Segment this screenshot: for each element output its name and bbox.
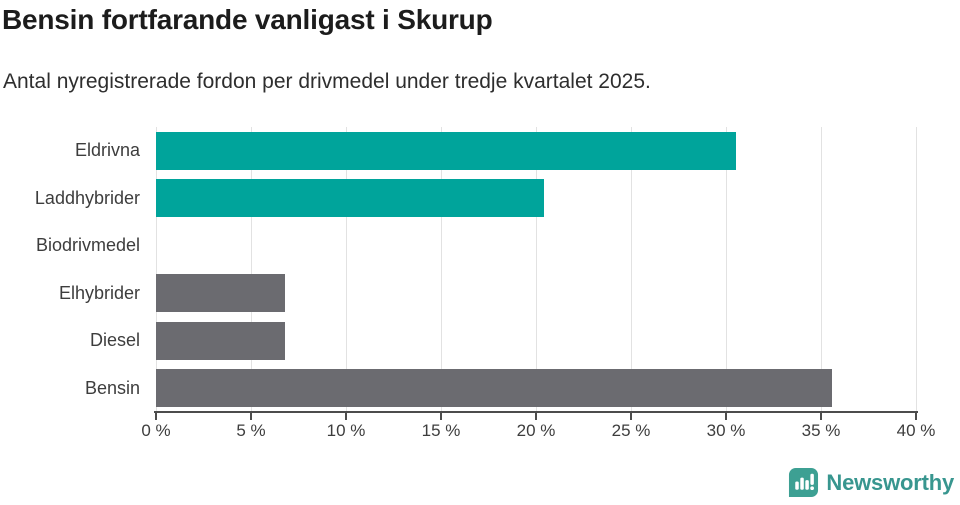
- category-label-biodrivmedel: Biodrivmedel: [35, 235, 140, 255]
- x-axis-tick-label: 40 %: [896, 421, 936, 440]
- x-axis-tick-mark: [630, 411, 632, 420]
- x-axis-tick-label: 35 %: [801, 421, 841, 440]
- chart-subtitle: Antal nyregistrerade fordon per drivmede…: [3, 70, 651, 93]
- bar-row: [156, 175, 916, 223]
- x-axis-tick-label: 0 %: [141, 421, 171, 440]
- x-axis-tick-label: 30 %: [706, 421, 746, 440]
- bar-eldrivna: [156, 131, 736, 170]
- category-label-laddhybrider: Laddhybrider: [34, 187, 140, 208]
- x-axis-tick-mark: [440, 411, 442, 420]
- x-axis-tick-label: 20 %: [516, 421, 556, 440]
- category-label-eldrivna: Eldrivna: [74, 140, 140, 160]
- gridline: [630, 127, 632, 412]
- gridline: [345, 127, 347, 412]
- category-label-bensin: Bensin: [84, 377, 140, 398]
- gridline: [155, 127, 157, 412]
- x-axis-tick-label: 15 %: [421, 421, 461, 440]
- x-axis-tick-label: 10 %: [326, 421, 366, 440]
- bar-row: [156, 365, 916, 413]
- x-axis-tick-mark: [345, 411, 347, 420]
- x-axis-tick-label: 25 %: [611, 421, 651, 440]
- bar-chart-plot-area: [155, 127, 917, 413]
- gridline: [535, 127, 537, 412]
- gridline: [250, 127, 252, 412]
- gridline: [725, 127, 727, 412]
- bar-row: [156, 270, 916, 318]
- x-axis-tick-mark: [250, 411, 252, 420]
- bar-laddhybrider: [156, 179, 544, 218]
- gridline: [915, 127, 917, 412]
- bar-row: [156, 317, 916, 365]
- newsworthy-logo-text: Newsworthy: [826, 469, 954, 495]
- newsworthy-logo-icon: [789, 467, 819, 498]
- x-axis-tick-mark: [155, 411, 157, 420]
- bar-row: [156, 222, 916, 270]
- newsworthy-logo: Newsworthy: [788, 467, 954, 498]
- category-labels: Eldrivna Laddhybrider Biodrivmedel Elhybrid…: [0, 127, 148, 412]
- x-axis-tick-mark: [535, 411, 537, 420]
- category-label-elhybrider: Elhybrider: [58, 282, 140, 303]
- x-axis-tick-mark: [820, 411, 822, 420]
- x-axis-tick-label: 5 %: [236, 421, 266, 440]
- x-axis-tick-mark: [915, 411, 917, 420]
- gridline: [440, 127, 442, 412]
- gridline: [820, 127, 822, 412]
- category-label-diesel: Diesel: [89, 330, 140, 350]
- x-axis-tick-mark: [725, 411, 727, 420]
- bar-row: [156, 127, 916, 175]
- chart-title: Bensin fortfarande vanligast i Skurup: [2, 4, 493, 35]
- bar-elhybrider: [156, 274, 286, 313]
- bar-bensin: [156, 369, 833, 408]
- bar-diesel: [156, 321, 286, 360]
